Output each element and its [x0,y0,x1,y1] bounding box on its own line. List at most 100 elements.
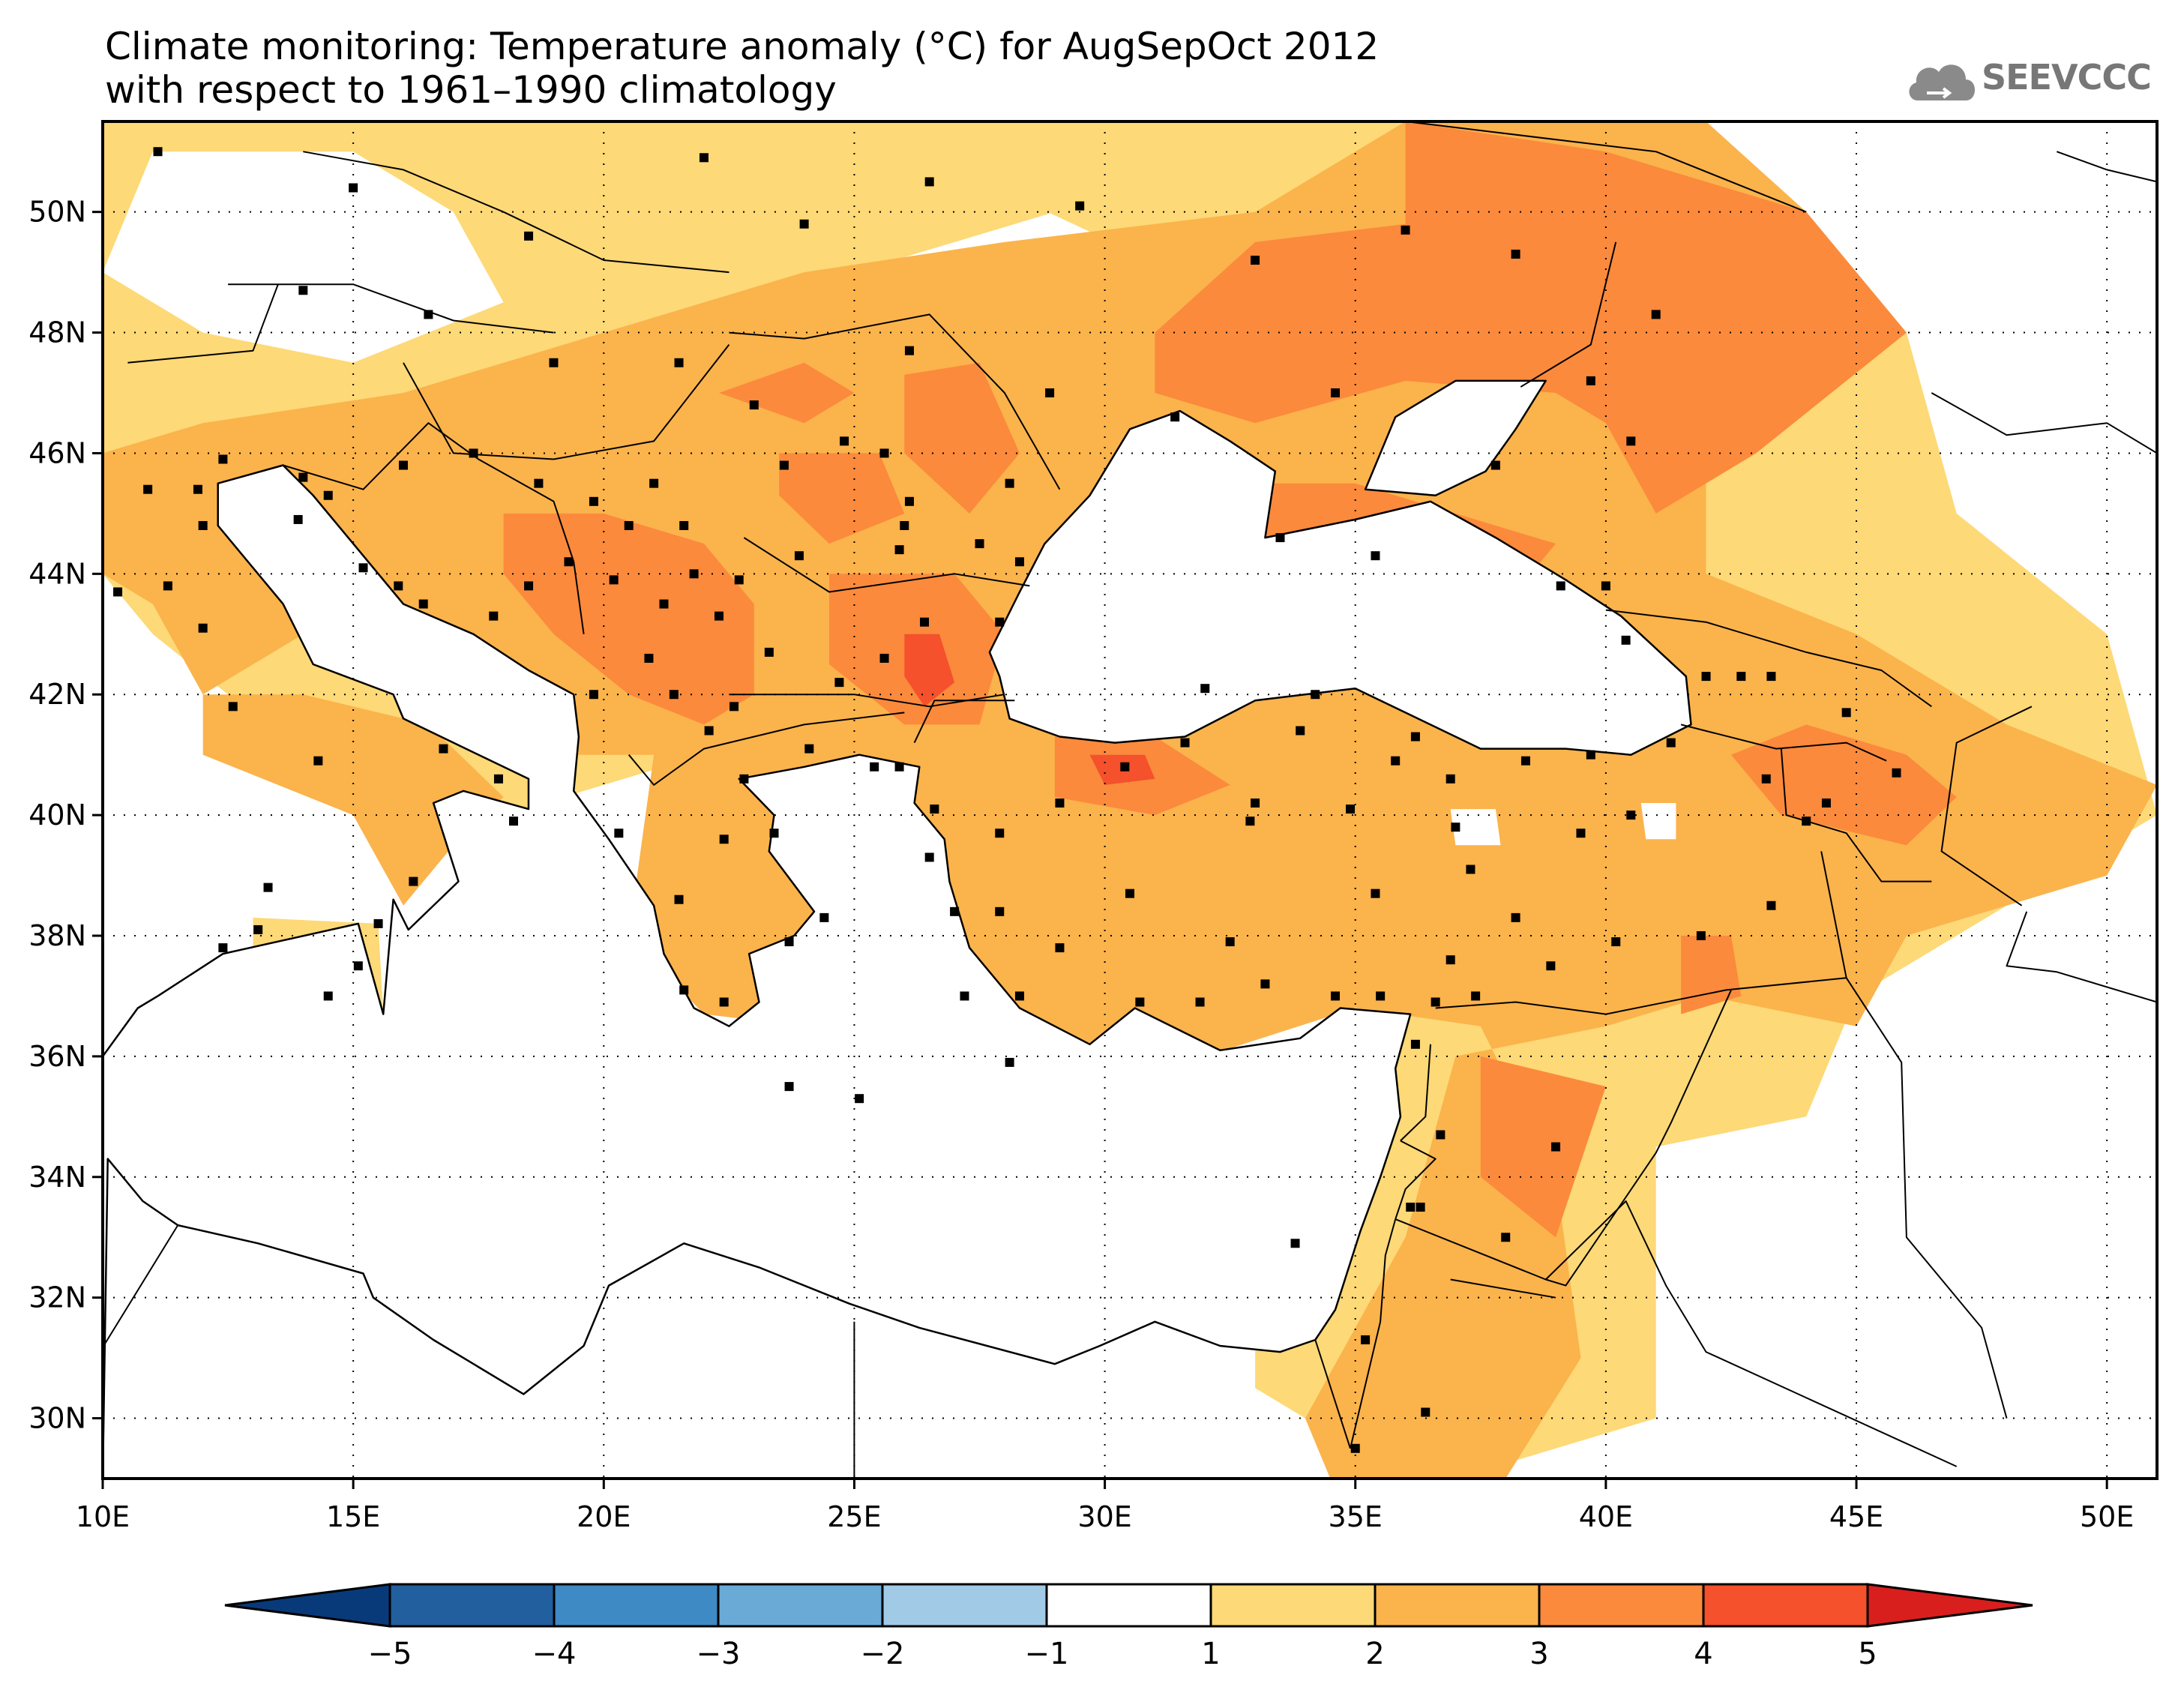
station-marker [1520,756,1530,766]
tick-label-lon: 40E [1579,1500,1633,1533]
station-marker [879,653,889,663]
country-border-0 [303,151,729,274]
station-marker [1626,436,1636,446]
tick-label-lat: 36N [28,1040,86,1073]
country-border-26 [2056,151,2157,183]
station-marker [1331,991,1340,1001]
station-marker [669,690,679,700]
station-marker [398,460,408,470]
tick-label-lon: 25E [827,1500,881,1533]
station-marker [924,852,934,862]
station-marker [1401,225,1410,235]
station-marker [1275,533,1285,543]
station-marker [424,310,433,319]
country-border-19 [1314,1339,1351,1449]
station-marker [1251,799,1260,808]
station-marker [524,581,534,591]
colorbar-label: −1 [1025,1637,1069,1671]
station-marker [349,183,358,193]
station-marker [469,448,478,458]
country-border-4 [743,537,1030,593]
station-marker [534,478,544,488]
station-marker [1802,817,1811,826]
station-marker [930,805,939,814]
anomaly-region-20 [904,634,955,707]
station-marker [1014,991,1024,1001]
black-sea-coastline [988,409,1692,756]
tick-label-lat: 32N [28,1281,86,1314]
colorbar-bin [1538,1583,1705,1628]
colorbar-label: −3 [697,1637,741,1671]
station-marker [1005,478,1014,488]
station-marker [493,774,503,784]
station-marker [1736,672,1746,682]
station-marker [353,961,363,971]
station-marker [253,924,263,934]
country-border-24 [1940,706,2033,906]
tick-label-lon: 50E [2080,1500,2134,1533]
tick-label-lon: 30E [1077,1500,1131,1533]
station-marker [218,943,228,953]
station-marker [855,1094,864,1104]
station-marker [1251,256,1260,265]
station-marker [1376,991,1386,1001]
map-subtitle: with respect to 1961–1990 climatology [105,68,837,112]
station-marker [1406,1203,1416,1212]
station-marker [715,611,724,621]
station-marker [1331,388,1340,397]
station-marker [1471,991,1481,1001]
station-marker [764,647,774,657]
station-marker [1490,460,1500,470]
tick-label-lat: 50N [28,196,86,229]
tick-label-lat: 42N [28,678,86,711]
border-layer [103,121,2157,1479]
station-marker [549,358,559,367]
colorbar-bin-high [1866,1583,2033,1628]
country-border-7 [913,700,1015,744]
tick-label-lon: 20E [577,1500,631,1533]
station-marker [1014,557,1024,567]
country-border-27 [1931,392,2157,454]
station-marker [644,653,654,663]
station-marker [153,147,163,157]
colorbar-bin [881,1583,1048,1628]
station-marker [1361,1335,1371,1344]
colorbar-label: 1 [1201,1637,1220,1671]
station-marker [784,937,794,947]
station-marker [1311,690,1320,700]
colorbar-label: 3 [1529,1637,1548,1671]
station-marker [1225,937,1235,947]
station-marker [1446,955,1455,965]
station-marker [1761,774,1771,784]
anomaly-region-11 [503,513,754,725]
station-marker [1180,738,1190,748]
tick-label-lon: 45E [1829,1500,1883,1533]
station-marker [373,918,383,928]
station-marker [1511,249,1520,259]
station-marker [1626,811,1636,820]
station-marker [263,882,273,892]
station-marker [509,817,518,826]
station-marker [1346,805,1356,814]
station-marker [894,545,904,555]
tick-label-lat: 40N [28,799,86,832]
colorbar-bin [717,1583,884,1628]
station-marker [1451,823,1460,832]
station-marker [1556,581,1565,591]
station-marker [819,912,829,922]
station-marker [1125,888,1134,898]
map-title: Climate monitoring: Temperature anomaly … [105,25,1380,68]
station-marker [995,906,1005,916]
station-marker [799,219,809,229]
station-marker [1055,943,1065,953]
station-marker [804,744,814,754]
country-border-22 [1450,1278,1556,1299]
station-marker [1391,756,1401,766]
station-marker [784,1082,794,1092]
station-marker [1245,817,1255,826]
colorbar-bin [1209,1583,1377,1628]
station-marker [1501,1233,1511,1242]
tick-label-lon: 15E [326,1500,380,1533]
station-marker [624,520,634,530]
station-marker [900,520,909,530]
